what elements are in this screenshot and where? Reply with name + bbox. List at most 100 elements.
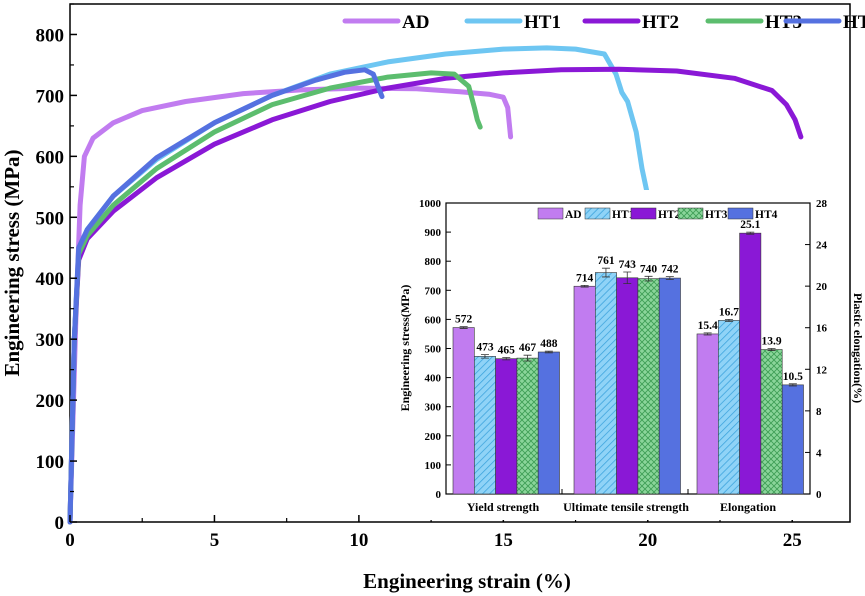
bar-ad: [696, 333, 719, 495]
inset-category-label: Yield strength: [467, 500, 540, 514]
legend-label-ht4: HT4: [843, 12, 865, 33]
inset-right-tick-label: 16: [816, 323, 828, 335]
bar-ht3: [516, 357, 539, 495]
error-bar: [724, 319, 733, 322]
bar-value-label: 10.5: [783, 371, 803, 383]
inset-right-tick-label: 24: [816, 240, 828, 252]
inset-category-label: Ultimate tensile strength: [563, 500, 689, 514]
main-curves: [67, 45, 804, 525]
bar-ht1: [594, 272, 617, 495]
bar-ht1: [717, 320, 740, 495]
main-y-axis: 0 100 200 300 400 500 600 700 800: [36, 3, 77, 534]
inset-left-tick-label: 1000: [419, 198, 442, 210]
error-bar: [746, 231, 755, 235]
inset-left-tick-label: 0: [436, 489, 442, 501]
bar-ht3: [760, 349, 783, 495]
bar-ht2: [739, 232, 762, 495]
bar-ht2: [495, 358, 518, 495]
bar-ht1: [473, 356, 496, 495]
main-x-tick-label: 15: [494, 530, 513, 551]
inset-left-tick-label: 700: [425, 285, 442, 297]
error-bar: [601, 267, 610, 278]
bar-value-label: 761: [597, 255, 615, 267]
bar-value-label: 25.1: [740, 219, 760, 231]
inset-right-axis-label: Plastic elongation(%): [851, 293, 865, 403]
inset-right-tick-label: 4: [816, 447, 822, 459]
inset-left-tick-label: 200: [425, 431, 442, 443]
bar-value-label: 742: [661, 264, 679, 276]
bar-value-label: 467: [519, 342, 537, 354]
main-x-axis-label: Engineering strain (%): [363, 569, 571, 593]
bar-ht2: [616, 277, 639, 495]
inset-right-tick-label: 12: [816, 364, 828, 376]
legend-label-ad: AD: [402, 12, 429, 33]
inset-right-tick-label: 0: [816, 489, 822, 501]
bar-ht4: [658, 277, 681, 495]
bar-value-label: 15.4: [698, 320, 718, 332]
bar-value-label: 572: [455, 314, 473, 326]
inset-legend-label-ad: AD: [565, 209, 582, 221]
inset-left-tick-label: 600: [425, 314, 442, 326]
error-bar: [788, 383, 797, 387]
inset-legend-swatch-ht1: [584, 207, 611, 220]
main-y-tick-label: 0: [55, 513, 65, 534]
inset-category-label: Elongation: [720, 500, 776, 514]
main-y-axis-label: Engineering stress (MPa): [0, 149, 24, 376]
inset-left-tick-label: 100: [425, 460, 442, 472]
legend-label-ht3: HT3: [765, 12, 802, 33]
main-y-tick-label: 700: [36, 86, 65, 107]
inset-legend-label-ht2: HT2: [658, 209, 681, 221]
error-bar: [480, 354, 489, 359]
main-y-tick-label: 100: [36, 452, 65, 473]
inset-right-tick-label: 8: [816, 406, 822, 418]
error-bar: [459, 326, 468, 329]
inset-left-tick-label: 400: [425, 373, 442, 385]
inset-left-axis-label: Engineering stress(MPa): [398, 285, 412, 412]
bar-value-label: 714: [576, 272, 594, 284]
curve-ht3: [67, 70, 483, 525]
main-x-tick-label: 5: [210, 530, 220, 551]
error-bar: [502, 357, 511, 361]
main-plot-frame: [69, 3, 851, 523]
error-bar: [580, 284, 589, 288]
bar-value-label: 473: [476, 342, 494, 354]
legend-label-ht2: HT2: [642, 12, 679, 33]
inset-legend-label-ht3: HT3: [705, 209, 728, 221]
bar-value-label: 488: [540, 338, 558, 350]
main-legend: AD HT1 HT2 HT3 HT4: [342, 12, 865, 33]
inset-left-tick-label: 500: [425, 344, 442, 356]
inset-left-tick-label: 900: [425, 227, 442, 239]
error-bar: [703, 332, 712, 336]
inset-category-axis: Yield strength Ultimate tensile strength E…: [467, 489, 776, 514]
main-x-axis: 0 5 10 15 20 25: [65, 515, 802, 551]
inset-legend-swatch-ht2: [630, 207, 657, 220]
error-bar: [665, 276, 674, 280]
error-bar: [623, 271, 632, 285]
bar-value-label: 740: [640, 263, 658, 275]
bar-ad: [452, 327, 475, 495]
main-y-tick-label: 400: [36, 269, 65, 290]
error-bar: [523, 354, 532, 362]
bar-ht4: [781, 384, 804, 495]
inset-right-tick-label: 28: [816, 198, 828, 210]
bar-value-label: 13.9: [761, 336, 781, 348]
main-x-tick-label: 0: [65, 530, 75, 551]
main-x-tick-label: 20: [638, 530, 657, 551]
inset-legend-swatch-ht3: [677, 207, 704, 220]
bar-value-label: 743: [619, 259, 637, 271]
bar-ht3: [637, 278, 660, 495]
error-bar: [767, 348, 776, 351]
inset-legend: AD HT1 HT2 HT3 HT4: [537, 207, 778, 221]
error-bar: [544, 350, 553, 354]
error-bar: [644, 275, 653, 282]
bar-value-label: 16.7: [719, 306, 739, 318]
inset-right-tick-label: 20: [816, 281, 828, 293]
inset-left-axis: 0 100 200 300 400 500 600 700 800 900 1000: [419, 198, 451, 501]
bar-ad: [573, 285, 596, 495]
main-y-tick-label: 800: [36, 25, 65, 46]
bar-value-label: 465: [498, 345, 516, 357]
